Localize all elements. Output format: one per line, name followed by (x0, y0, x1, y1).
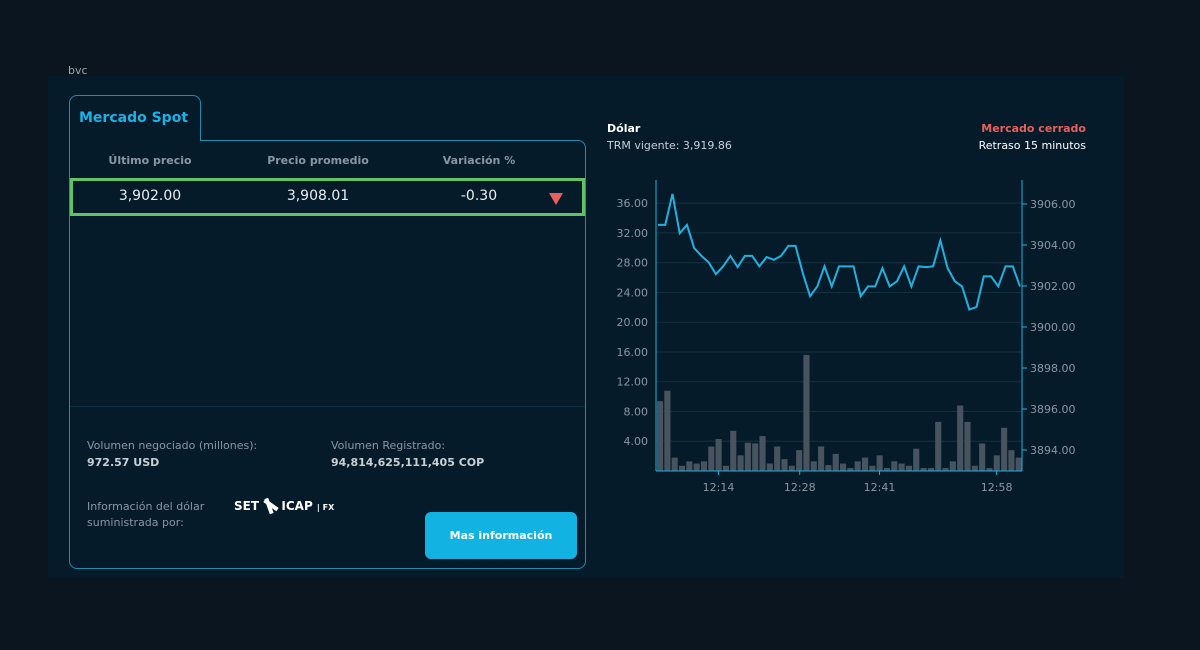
volume-bar (891, 461, 898, 471)
chart-title: Dólar (607, 122, 641, 135)
brand-logo: bvc (68, 66, 88, 76)
volume-bar (949, 461, 956, 471)
delay-text: Retraso 15 minutos (978, 139, 1086, 152)
volume-bar (979, 443, 986, 471)
left-tick-label: 24.00 (617, 286, 649, 299)
divider (70, 406, 585, 407)
volume-label: Volumen negociado (millones): (87, 439, 258, 452)
volume-bar (1015, 457, 1022, 471)
volume-bar (876, 455, 883, 471)
volume-bar (810, 461, 817, 471)
volume-bar (752, 443, 759, 471)
last-price: 3,902.00 (118, 188, 182, 204)
volume-bar (1008, 450, 1015, 471)
left-tick-label: 20.00 (617, 316, 649, 329)
right-tick-label: 3896.00 (1030, 403, 1076, 416)
spot-card (69, 140, 586, 569)
volume-bar (788, 465, 795, 471)
volume-bar (971, 465, 978, 471)
col-header-variation: Variación % (442, 154, 516, 167)
left-tick-label: 8.00 (624, 405, 649, 418)
volume-bar (818, 446, 825, 471)
volume-bar (920, 468, 927, 471)
volume-bar (913, 448, 920, 471)
volume-bar (803, 354, 810, 471)
volume-bar (1001, 427, 1008, 471)
col-header-last: Último precio (108, 154, 192, 167)
volume-bar (744, 442, 751, 471)
volume-bar (678, 465, 686, 471)
x-tick-label: 12:41 (864, 481, 896, 494)
volume-bar (766, 463, 773, 471)
volume-bar (935, 421, 942, 471)
volume-bar (986, 468, 993, 471)
market-panel (48, 76, 1124, 578)
volume-bar (686, 461, 693, 471)
col-header-avg: Precio promedio (267, 154, 369, 167)
more-info-button[interactable]: Mas información (425, 512, 577, 559)
registered-label: Volumen Registrado: (331, 439, 446, 452)
volume-bar (847, 468, 854, 471)
x-tick-label: 12:58 (981, 481, 1013, 494)
x-tick-label: 12:28 (784, 481, 816, 494)
price-line (658, 193, 1021, 311)
volume-bar (993, 455, 1000, 471)
volume-bar (854, 461, 861, 471)
volume-bar (774, 446, 781, 471)
triangle-down-icon (549, 193, 563, 205)
volume-bar (781, 459, 788, 471)
set-icap-logo: SET ICAP | FX (234, 497, 335, 515)
volume-bar (715, 439, 722, 471)
left-tick-label: 32.00 (617, 227, 649, 240)
volume-bar (957, 405, 964, 471)
volume-bar (708, 446, 715, 471)
volume-bar (861, 457, 869, 471)
provider-label-2: suministrada por: (87, 516, 184, 529)
trm-value: TRM vigente: 3,919.86 (607, 139, 732, 152)
volume-bar (840, 463, 847, 471)
volume-bar (832, 453, 839, 471)
left-tick-label: 36.00 (617, 197, 649, 210)
left-tick-label: 16.00 (617, 346, 649, 359)
volume-bar (730, 430, 737, 471)
volume-bar (927, 468, 934, 471)
tab-mercado-spot[interactable]: Mercado Spot (69, 95, 201, 141)
variation: -0.30 (460, 188, 498, 204)
right-tick-label: 3904.00 (1030, 239, 1076, 252)
right-tick-label: 3894.00 (1030, 444, 1076, 457)
left-tick-label: 28.00 (617, 257, 649, 270)
volume-bar (657, 401, 664, 471)
volume-bar (737, 455, 744, 471)
volume-bar (796, 450, 803, 471)
x-tick-label: 12:14 (703, 481, 735, 494)
right-tick-label: 3902.00 (1030, 280, 1076, 293)
market-status: Mercado cerrado (981, 122, 1086, 135)
left-tick-label: 12.00 (617, 376, 649, 389)
table-row[interactable] (70, 178, 585, 216)
volume-bar (905, 465, 912, 471)
volume-bar (664, 390, 671, 471)
volume-bar (759, 436, 766, 471)
volume-bar (869, 465, 876, 471)
volume-bar (883, 468, 891, 471)
volume-bar (825, 465, 832, 471)
registered-value: 94,814,625,111,405 COP (331, 456, 485, 469)
left-tick-label: 4.00 (624, 435, 649, 448)
right-tick-label: 3898.00 (1030, 362, 1076, 375)
volume-value: 972.57 USD (87, 456, 160, 469)
volume-bar (671, 457, 678, 471)
volume-bar (693, 463, 700, 471)
volume-bar (898, 463, 905, 471)
right-tick-label: 3906.00 (1030, 198, 1076, 211)
volume-bar (942, 468, 949, 471)
average-price: 3,908.01 (286, 188, 350, 204)
volume-bar (722, 465, 729, 471)
volume-bar (964, 421, 971, 471)
right-tick-label: 3900.00 (1030, 321, 1076, 334)
provider-label: Información del dólar (87, 500, 205, 513)
volume-bar (700, 461, 708, 471)
tab-label: Mercado Spot (79, 110, 189, 126)
